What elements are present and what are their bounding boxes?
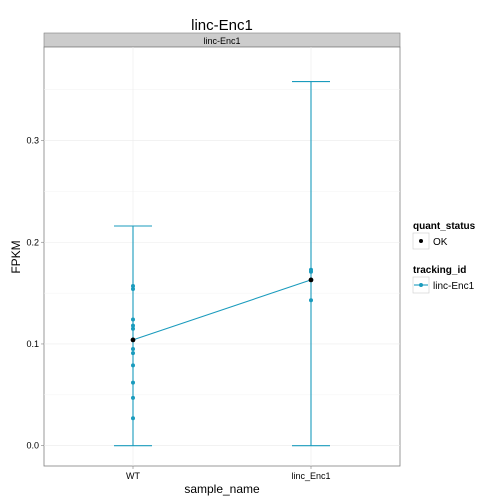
y-tick-label: 0.1 [26,339,39,349]
chart-title: linc-Enc1 [191,17,253,34]
legend-ok-point [419,239,423,243]
data-layer [114,81,330,447]
replicate-point [131,363,135,368]
mean-point [308,277,314,283]
legend-label-ok: OK [433,237,448,248]
y-tick-label: 0.0 [26,441,39,451]
replicate-point [131,347,135,352]
y-tick-label: 0.3 [26,136,39,146]
x-tick-label: WT [126,471,140,481]
axis-layer: 0.0 0.1 0.2 0.3 WT linc_Enc1 [26,136,330,481]
x-tick-label: linc_Enc1 [291,471,330,481]
facet-label: linc-Enc1 [203,36,240,46]
legend-label-linc-enc1: linc-Enc1 [433,281,475,292]
replicate-point [131,283,135,288]
replicate-point [131,395,135,400]
replicate-point [131,351,135,356]
replicate-point [131,323,135,328]
legend-series-point [419,283,423,287]
replicate-point [131,287,135,292]
replicate-point [131,317,135,322]
legend-title-tracking-id: tracking_id [413,265,466,276]
series-line [132,279,312,341]
replicate-point [131,416,135,421]
legend: quant_status OK tracking_id linc-Enc1 [412,221,476,294]
legend-title-quant-status: quant_status [413,221,476,232]
replicate-point [131,326,135,331]
mean-point [130,337,136,343]
y-tick-label: 0.2 [26,237,39,247]
replicate-point [131,380,135,385]
plot-panel [43,46,401,467]
x-axis-label: sample_name [184,482,260,496]
y-axis-label: FPKM [9,240,23,273]
replicate-point [309,267,313,272]
replicate-point [309,298,313,303]
